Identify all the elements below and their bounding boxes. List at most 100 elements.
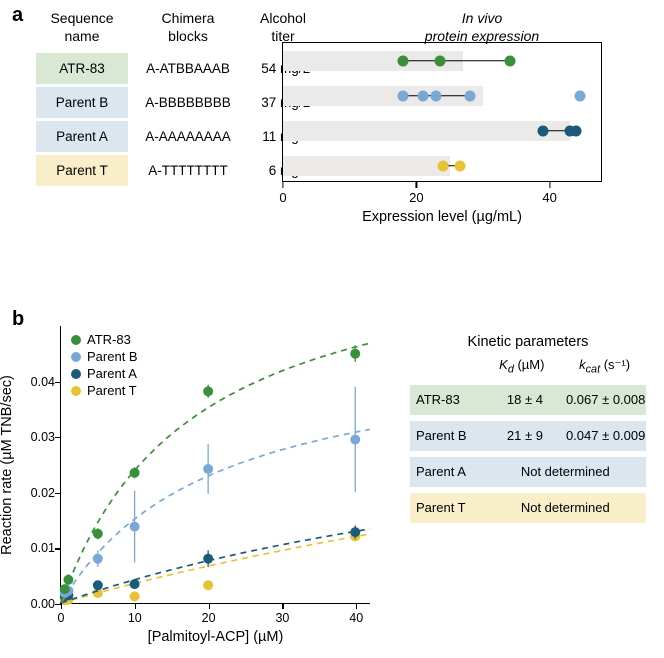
kinetics-title: Kinetic parameters (410, 334, 646, 350)
k-name: Parent T (410, 500, 485, 515)
a-bar (283, 121, 570, 141)
a-cell-blocks: A-BBBBBBBB (128, 87, 248, 118)
k-nd: Not determined (485, 500, 646, 515)
b-point (350, 527, 360, 537)
b-fit-curve (61, 534, 370, 603)
b-xlabel: [Palmitoyl-ACP] (µM) (61, 629, 370, 645)
a-point (504, 55, 515, 66)
a-bar (283, 156, 450, 176)
b-xtick-label: 20 (202, 611, 216, 625)
kinetics-row: ATR-8318 ± 40.067 ± 0.008 (410, 385, 646, 415)
b-point (60, 584, 70, 594)
b-legend-item: ATR-83 (71, 332, 138, 347)
b-ytick-label: 0.01 (15, 541, 55, 555)
a-xtick (416, 182, 417, 188)
b-xtick (356, 603, 357, 609)
k-nd: Not determined (485, 464, 646, 479)
a-point (431, 90, 442, 101)
a-point (418, 90, 429, 101)
a-header-name: Sequencename (36, 10, 128, 45)
legend-label: Parent T (87, 383, 137, 398)
k-kd: 21 ± 9 (485, 428, 566, 443)
b-ytick (55, 382, 61, 383)
k-kd: 18 ± 4 (485, 392, 566, 407)
b-ytick (55, 437, 61, 438)
b-xtick (135, 603, 136, 609)
b-point (130, 579, 140, 589)
b-xtick-label: 30 (275, 611, 289, 625)
b-point (93, 580, 103, 590)
a-xtick-label: 0 (279, 190, 286, 205)
b-point (93, 529, 103, 539)
a-xlabel: Expression level (µg/mL) (283, 209, 601, 225)
legend-label: Parent A (87, 366, 137, 381)
k-kcat: 0.047 ± 0.009 (565, 428, 646, 443)
a-point (538, 125, 549, 136)
k-name: Parent A (410, 464, 485, 479)
k-name: Parent B (410, 428, 485, 443)
b-legend-item: Parent B (71, 349, 138, 364)
kd-header: Kd (µM) (480, 354, 563, 379)
b-point (203, 386, 213, 396)
a-xtick (282, 182, 283, 188)
a-point (398, 90, 409, 101)
a-plot-frame: 02040 Expression level (µg/mL) (282, 42, 602, 182)
b-point (350, 435, 360, 445)
b-point (130, 468, 140, 478)
k-kcat: 0.067 ± 0.008 (565, 392, 646, 407)
a-xtick-label: 20 (409, 190, 423, 205)
kinetics-row: Parent ANot determined (410, 457, 646, 487)
b-legend-item: Parent A (71, 366, 138, 381)
b-point (130, 522, 140, 532)
a-point (438, 160, 449, 171)
legend-label: Parent B (87, 349, 138, 364)
kinetics-row: Parent TNot determined (410, 493, 646, 523)
b-xtick (209, 603, 210, 609)
b-point (203, 554, 213, 564)
panel-a-label: a (12, 4, 23, 27)
b-ytick-label: 0.02 (15, 486, 55, 500)
a-errorbar (403, 60, 510, 62)
panel-b-label: b (12, 308, 24, 331)
kcat-header: kcat (s⁻¹) (563, 354, 646, 379)
a-header-blocks: Chimerablocks (128, 10, 248, 45)
kinetics-row: Parent B21 ± 90.047 ± 0.009 (410, 421, 646, 451)
a-point (454, 160, 465, 171)
b-legend: ATR-83 Parent B Parent A Parent T (71, 332, 138, 400)
b-xtick-label: 0 (58, 611, 65, 625)
legend-dot (71, 369, 81, 379)
k-name: ATR-83 (410, 392, 485, 407)
b-xtick (282, 603, 283, 609)
b-point (350, 349, 360, 359)
a-cell-name: Parent B (36, 87, 128, 118)
a-point (574, 90, 585, 101)
b-ytick (55, 604, 61, 605)
legend-dot (71, 335, 81, 345)
b-ylabel: Reaction rate (µM TNB/sec) (0, 375, 15, 555)
a-cell-name: ATR-83 (36, 53, 128, 84)
b-point (130, 591, 140, 601)
a-cell-blocks: A-TTTTTTTT (128, 155, 248, 186)
a-point (571, 125, 582, 136)
b-legend-item: Parent T (71, 383, 138, 398)
b-ytick-label: 0.04 (15, 375, 55, 389)
a-header-titer: Alcoholtiter (248, 10, 318, 45)
kinetics-table: Kinetic parameters Kd (µM) kcat (s⁻¹) AT… (410, 334, 646, 523)
b-fit-curve (61, 529, 370, 603)
a-cell-name: Parent A (36, 121, 128, 152)
a-cell-name: Parent T (36, 155, 128, 186)
a-point (464, 90, 475, 101)
b-ytick-label: 0.03 (15, 430, 55, 444)
b-point (93, 554, 103, 564)
b-point (203, 464, 213, 474)
b-xtick (61, 603, 62, 609)
a-point (398, 55, 409, 66)
b-chart: Reaction rate (µM TNB/sec) [Palmitoyl-AC… (60, 326, 370, 604)
a-cell-blocks: A-AAAAAAAA (128, 121, 248, 152)
legend-dot (71, 352, 81, 362)
b-ytick (55, 548, 61, 549)
a-cell-blocks: A-ATBBAAAB (128, 53, 248, 84)
legend-dot (71, 386, 81, 396)
a-header-expr: In vivoprotein expression (318, 10, 646, 45)
b-point (203, 580, 213, 590)
